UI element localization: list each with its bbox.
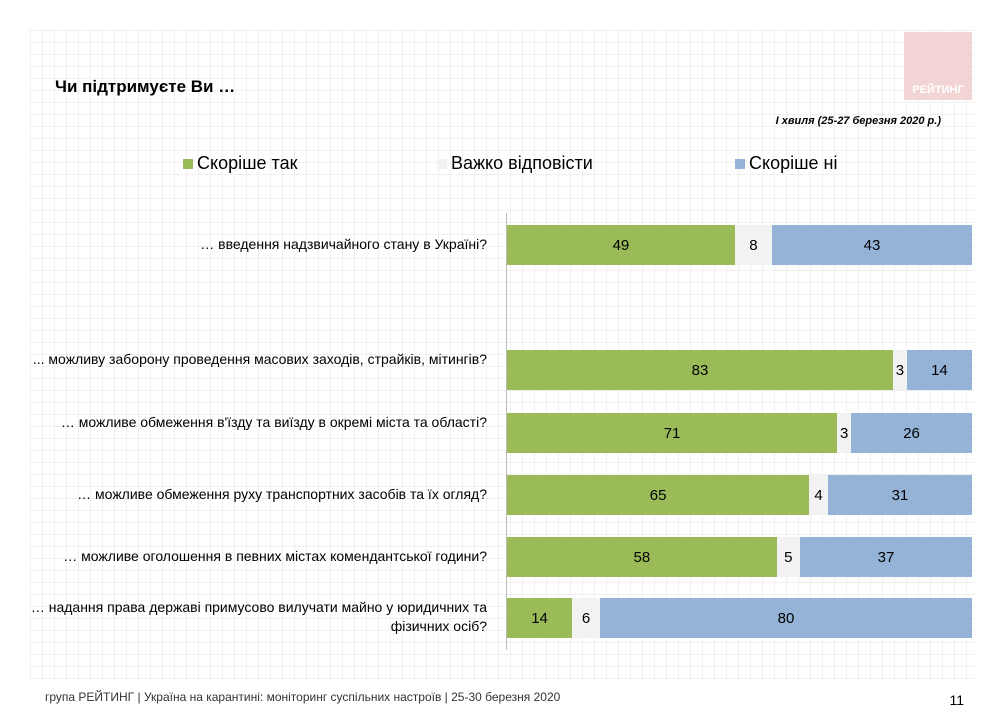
bar-segment: 26 [851,413,972,453]
bar-segment: 5 [776,537,800,577]
footer: група РЕЙТИНГ | Україна на карантині: мо… [45,690,561,704]
legend-label: Скоріше так [197,153,298,173]
legend-swatch [183,158,193,169]
bar-segment: 83 [507,350,893,390]
bar-segment: 3 [892,350,907,390]
bar-segment: 14 [906,350,972,390]
bar-segment: 71 [507,413,838,453]
legend-label: Скоріше ні [749,153,838,173]
bar-segment: 37 [799,537,972,577]
legend-label: Важко відповісти [451,153,593,173]
category-label: … надання права державі примусово вилуча… [30,599,487,634]
category-label: … введення надзвичайного стану в Україні… [200,235,487,252]
legend-item-hard: Важко відповісти [437,153,593,174]
category-label: ... можливу заборону проведення масових … [32,351,487,367]
bar-segment: 58 [507,537,777,577]
page-number: 11 [949,692,964,708]
bar-segment: 43 [772,225,972,265]
legend-item-yes: Скоріше так [183,153,297,174]
bar-segment: 80 [600,598,972,638]
logo-text: РЕЙТИНГ [912,84,964,96]
bar-segment: 31 [827,475,972,515]
bar-segment: 4 [809,475,828,515]
category-label: … можливе оголошення в певних містах ком… [63,547,487,564]
chart-title: Чи підтримуєте Ви … [55,77,236,96]
legend-swatch [735,158,745,169]
category-label: … можливе обмеження руху транспортних за… [77,485,487,502]
chart-subtitle: І хвиля (25-27 березня 2020 р.) [775,115,941,127]
bar-segment: 3 [837,413,852,453]
rating-logo: РЕЙТИНГ [904,32,972,100]
bar-segment: 49 [507,225,735,265]
legend-swatch [437,158,447,169]
bar-segment: 65 [507,475,810,515]
bar-segment: 14 [507,598,573,638]
bar-segment: 6 [572,598,600,638]
legend-item-no: Скоріше ні [735,153,838,174]
bar-segment: 8 [734,225,773,265]
category-axis [506,213,507,650]
category-label: … можливе обмеження в'їзду та виїзду в о… [60,414,487,430]
